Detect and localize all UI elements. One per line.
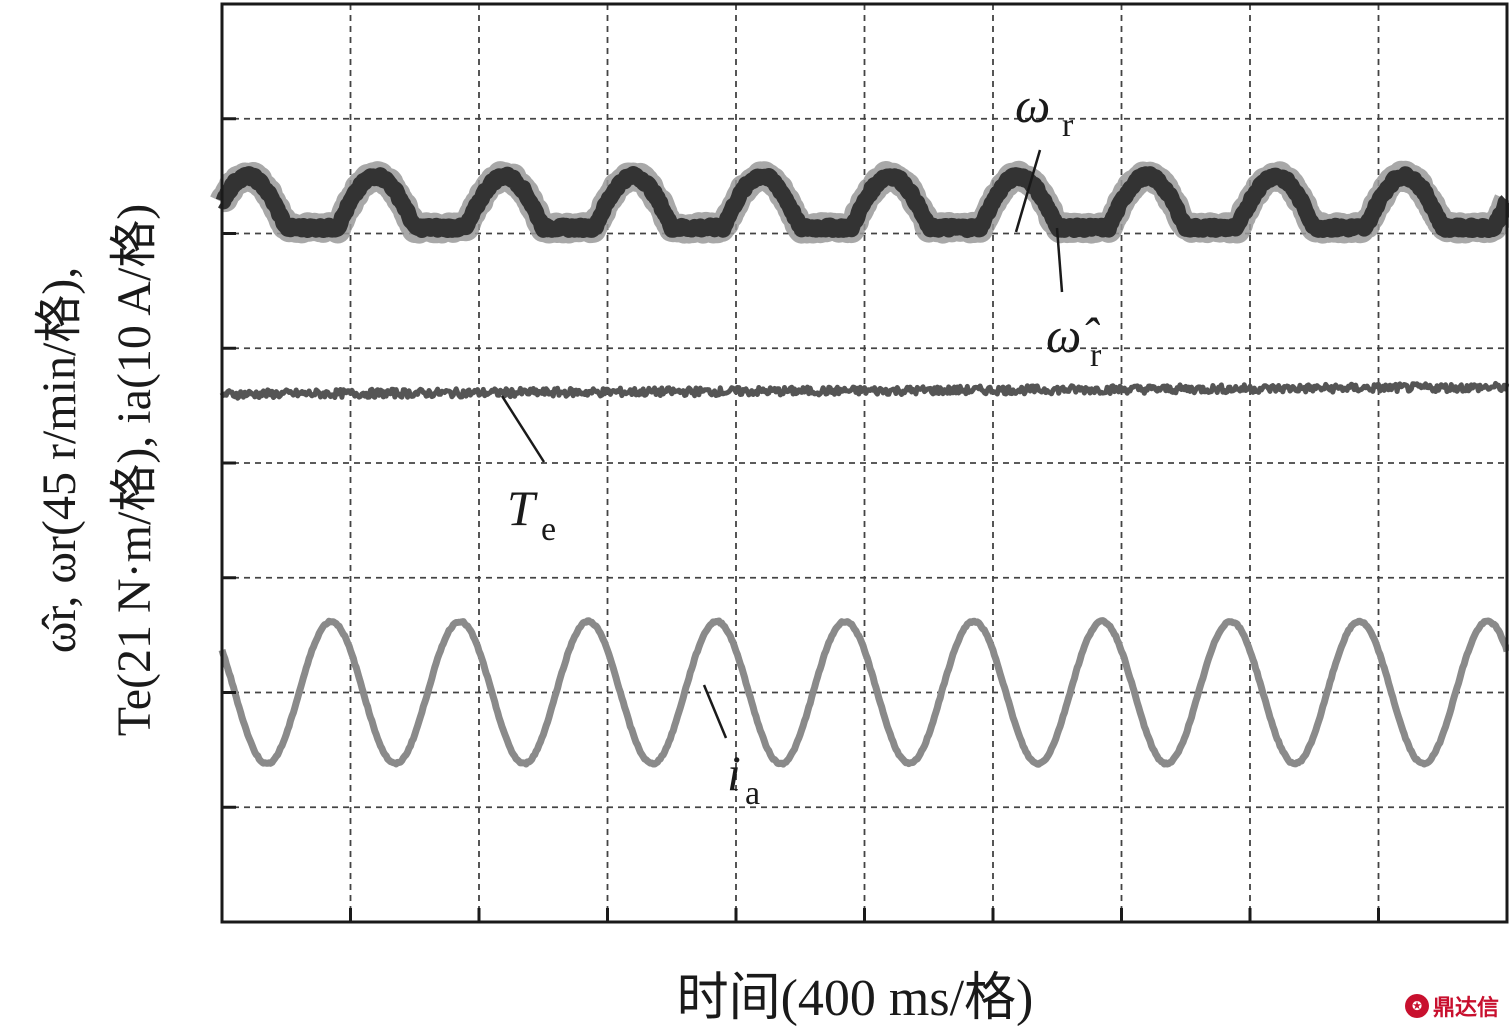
series-label-omega-hat: ω̂ r — [1046, 227, 1102, 374]
ticks — [222, 117, 1380, 922]
watermark: ✪ 鼎达信 — [1404, 990, 1499, 1022]
label-te-main: T — [507, 480, 538, 536]
label-ia-main: i — [727, 745, 741, 801]
trace-ia — [218, 617, 1509, 768]
label-omega-sub: r — [1062, 107, 1074, 144]
leader-omega — [1014, 149, 1042, 233]
trace-omega — [215, 166, 1509, 239]
label-te-sub: e — [541, 511, 556, 548]
watermark-text: 鼎达信 — [1432, 996, 1499, 1021]
label-omega-hat-sub: r — [1090, 337, 1102, 374]
series-label-ia: i a — [702, 684, 760, 812]
leader-ia — [702, 684, 728, 739]
logo-icon: ✪ — [1404, 994, 1429, 1018]
y-axis-label-line2: Te(21 N·m/格), ia(10 A/格) — [108, 204, 161, 737]
leader-te — [500, 395, 546, 463]
series-label-omega: ω r — [1014, 77, 1074, 233]
x-axis-label: 时间(400 ms/格) — [677, 970, 1034, 1026]
series-label-te: T e — [500, 395, 556, 548]
traces — [210, 160, 1509, 768]
leader-omega-hat — [1055, 227, 1064, 293]
y-axis-label-line1: ω̂r, ωr(45 r/min/格), — [33, 267, 86, 654]
label-omega-main: ω — [1015, 77, 1050, 133]
grid — [222, 4, 1507, 922]
label-ia-sub: a — [745, 775, 760, 812]
trace-te — [219, 380, 1509, 401]
